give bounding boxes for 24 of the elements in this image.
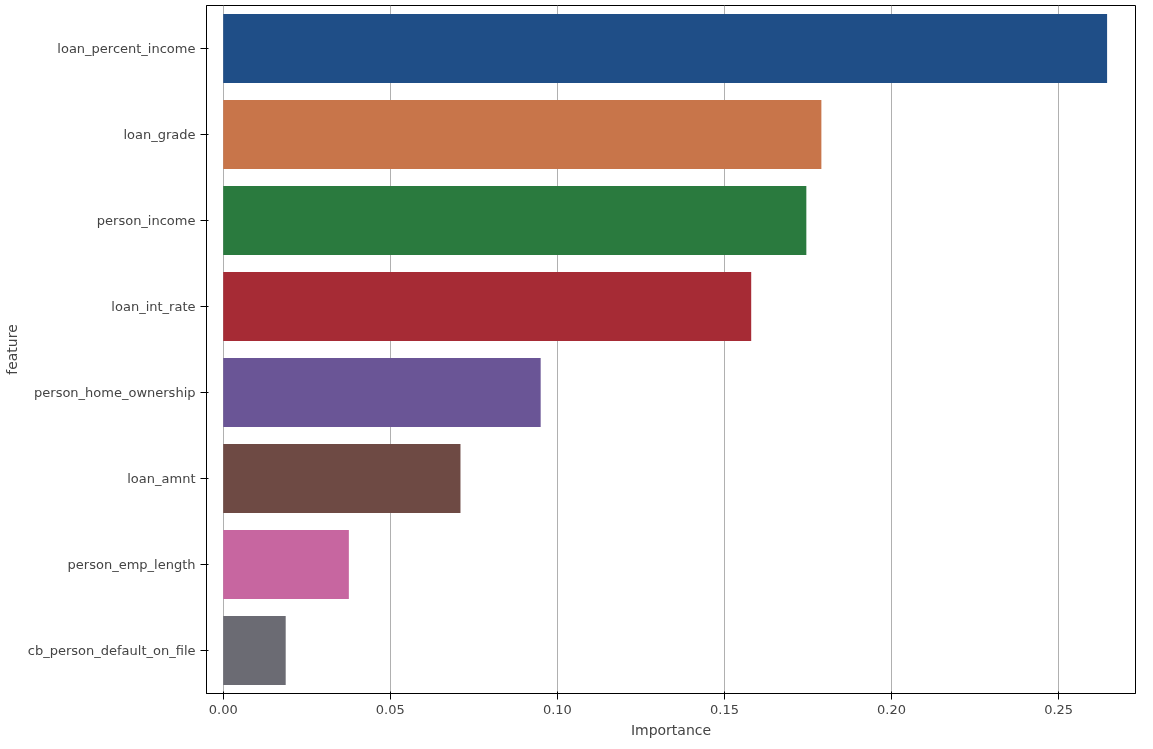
bar xyxy=(223,616,286,685)
y-tick-label: person_income xyxy=(96,213,196,228)
bar xyxy=(223,530,349,599)
y-tick-label: loan_percent_income xyxy=(57,41,196,56)
bar xyxy=(223,444,461,513)
y-axis-title: feature xyxy=(3,324,20,375)
x-tick-label: 0.05 xyxy=(375,701,405,717)
y-tick-label: loan_grade xyxy=(123,127,196,142)
y-tick-label: loan_amnt xyxy=(127,471,196,486)
bar xyxy=(223,100,822,169)
bar xyxy=(223,14,1108,83)
y-tick-label: person_home_ownership xyxy=(34,385,196,400)
x-tick-label: 0.10 xyxy=(542,701,572,717)
y-tick-label: loan_int_rate xyxy=(111,299,196,314)
x-tick-label: 0.25 xyxy=(1044,701,1074,717)
y-tick-label: cb_person_default_on_file xyxy=(27,643,196,658)
bar xyxy=(223,272,752,341)
x-axis-title: Importance xyxy=(630,721,712,738)
x-tick-label: 0.15 xyxy=(709,701,739,717)
x-tick-label: 0.20 xyxy=(877,701,907,717)
x-tick-label: 0.00 xyxy=(208,701,238,717)
bar xyxy=(223,358,541,427)
y-tick-label: person_emp_length xyxy=(67,557,196,572)
bar xyxy=(223,186,807,255)
